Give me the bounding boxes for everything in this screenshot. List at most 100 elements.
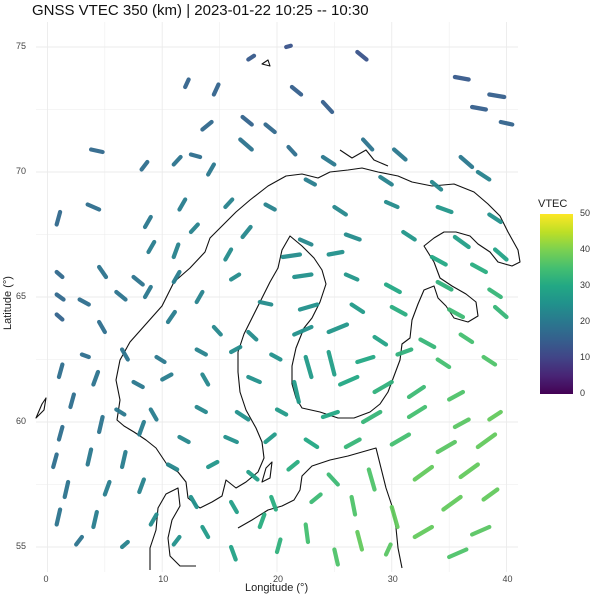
vtec-track xyxy=(54,269,65,280)
vtec-track xyxy=(355,354,376,365)
coastline-scandinavia xyxy=(115,167,521,509)
vtec-track xyxy=(85,202,102,212)
coastline-denmark xyxy=(149,487,196,570)
chart-title: GNSS VTEC 350 (km) | 2023-01-22 10:25 --… xyxy=(32,2,369,19)
y-axis-title: Latitude (°) xyxy=(2,276,14,330)
vtec-track xyxy=(441,494,463,512)
x-tick-label: 0 xyxy=(43,574,49,584)
vtec-track xyxy=(246,53,257,62)
vtec-track xyxy=(406,384,426,400)
vtec-track xyxy=(228,344,243,355)
vtec-track xyxy=(297,302,320,312)
vtec-track xyxy=(412,464,435,482)
vtec-track xyxy=(338,374,360,387)
vtec-track xyxy=(263,202,277,212)
y-tick-label: 65 xyxy=(16,291,27,301)
vtec-track xyxy=(206,162,216,177)
vtec-track xyxy=(475,432,498,450)
vtec-track xyxy=(343,437,362,450)
vtec-track xyxy=(274,407,289,417)
vtec-track xyxy=(97,264,109,280)
vtec-track xyxy=(246,329,259,342)
vtec-track xyxy=(469,524,492,537)
vtec-track xyxy=(68,392,76,410)
vtec-track xyxy=(142,284,153,300)
vtec-track xyxy=(309,492,323,505)
vtec-track xyxy=(142,214,153,230)
vtec-track xyxy=(228,272,242,282)
coastline-svalbard-tip xyxy=(261,59,271,67)
vtec-track xyxy=(395,347,414,357)
vtec-track xyxy=(137,477,146,495)
vtec-track xyxy=(458,154,475,170)
vtec-track xyxy=(349,494,358,517)
vtec-track xyxy=(188,152,203,160)
vtec-track xyxy=(303,177,317,187)
vtec-track xyxy=(458,462,480,480)
vtec-track xyxy=(487,287,503,300)
vtec-track xyxy=(292,379,301,405)
vtec-track xyxy=(343,272,360,282)
vtec-track xyxy=(131,379,145,390)
vtec-track xyxy=(297,237,314,247)
vtec-track xyxy=(487,212,503,225)
vtec-track xyxy=(389,432,412,447)
x-tick-label: 30 xyxy=(387,574,398,584)
vtec-track xyxy=(240,224,253,240)
vtec-track xyxy=(211,324,223,337)
vtec-track xyxy=(139,159,150,172)
vtec-track xyxy=(401,229,417,242)
vtec-track xyxy=(238,137,254,152)
vtec-track xyxy=(487,92,507,100)
vtec-track xyxy=(469,262,488,275)
vtec-track xyxy=(54,312,65,322)
vtec-track xyxy=(292,272,314,280)
vtec-track xyxy=(234,409,251,422)
vtec-track xyxy=(355,49,369,62)
vtec-track xyxy=(54,507,63,527)
vtec-track xyxy=(91,369,101,387)
vtec-track xyxy=(88,147,105,155)
y-tick-label: 55 xyxy=(16,541,27,551)
vtec-track xyxy=(102,479,112,497)
vtec-track xyxy=(303,522,311,545)
vtec-track xyxy=(320,154,337,167)
vtec-track xyxy=(289,84,304,97)
vtec-track xyxy=(303,354,314,380)
vtec-track xyxy=(194,347,208,357)
vtec-track xyxy=(91,509,99,530)
vtec-track xyxy=(165,462,180,472)
vtec-track xyxy=(343,232,362,242)
vtec-track xyxy=(171,534,182,547)
vtec-track xyxy=(240,114,254,127)
vtec-track xyxy=(188,494,199,510)
vtec-track xyxy=(51,452,59,470)
vtec-track xyxy=(452,234,471,250)
vtec-track xyxy=(200,372,211,387)
vtec-track xyxy=(146,239,157,255)
coastline-baltic-states xyxy=(237,447,403,569)
vtec-track xyxy=(54,292,66,302)
y-tick-label: 75 xyxy=(16,41,27,51)
vtec-track xyxy=(79,352,91,360)
vtec-track xyxy=(372,379,394,395)
vtec-track xyxy=(131,274,145,287)
vtec-track xyxy=(286,144,298,157)
vtec-track xyxy=(165,309,177,325)
vtec-track xyxy=(389,304,408,317)
vtec-track xyxy=(429,254,448,267)
vtec-track xyxy=(246,469,260,482)
vtec-track xyxy=(332,547,340,567)
vtec-track xyxy=(160,372,174,382)
vtec-track xyxy=(228,499,239,515)
vtec-track xyxy=(383,199,400,210)
vtec-track xyxy=(475,169,492,182)
legend-tick-label: 0 xyxy=(580,388,586,398)
vtec-track xyxy=(228,544,238,562)
vtec-track xyxy=(269,494,278,512)
vtec-track xyxy=(303,437,320,450)
vtec-track xyxy=(211,82,221,97)
vtec-track xyxy=(137,419,146,437)
